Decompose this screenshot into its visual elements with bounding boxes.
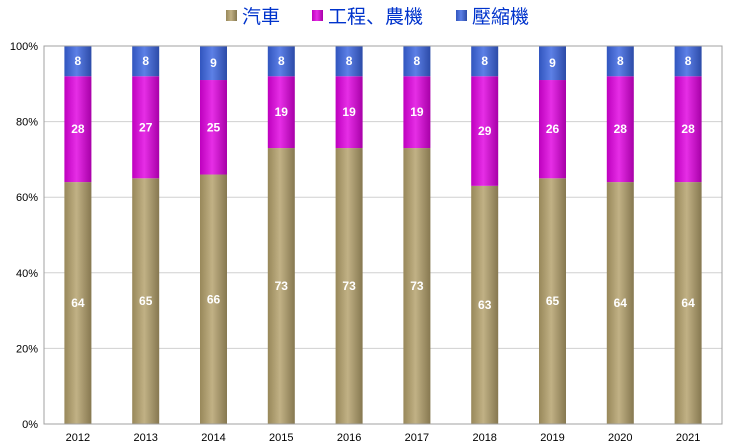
x-tick-label: 2021	[676, 432, 700, 444]
bar-segment	[200, 174, 227, 424]
data-label: 28	[614, 122, 628, 136]
bar-segment	[471, 185, 499, 424]
y-tick-label: 40%	[16, 268, 38, 280]
bar-segment	[267, 76, 295, 149]
bar-segment	[132, 178, 160, 424]
y-tick-label: 60%	[16, 192, 38, 204]
data-label: 19	[410, 105, 424, 119]
data-label: 8	[481, 54, 488, 68]
bars	[64, 46, 702, 424]
bar-segment	[606, 46, 634, 77]
plot-area-border	[43, 45, 723, 425]
bar-segment	[64, 182, 92, 424]
data-label: 19	[275, 105, 289, 119]
bar-segment	[606, 76, 634, 183]
bar-segment	[335, 76, 363, 149]
bar-segment	[403, 148, 431, 424]
data-label: 8	[142, 54, 149, 68]
data-label: 8	[414, 54, 421, 68]
x-tick-label: 2018	[472, 432, 496, 444]
data-label: 8	[75, 54, 82, 68]
bar-segment	[64, 76, 92, 183]
data-label: 73	[410, 279, 424, 293]
x-tick-label: 2013	[133, 432, 157, 444]
data-label: 64	[614, 296, 628, 310]
bar-segment	[539, 46, 566, 81]
legend: 汽車 工程、農機 壓縮機	[226, 6, 529, 28]
y-tick-label: 0%	[22, 419, 38, 431]
x-tick-label: 2016	[337, 432, 361, 444]
legend-label: 壓縮機	[472, 6, 529, 28]
data-label: 65	[139, 294, 153, 308]
bar-segment	[471, 46, 499, 77]
data-label: 28	[681, 122, 695, 136]
x-tick-label: 2014	[201, 432, 225, 444]
bar-segment	[200, 80, 227, 175]
bar-segment	[132, 76, 160, 179]
legend-swatch	[456, 10, 467, 21]
data-label: 26	[546, 122, 560, 136]
bar-segment	[64, 46, 92, 77]
bar-segment	[267, 46, 295, 77]
bar-segment	[335, 46, 363, 77]
axes: 0% 20% 40% 60% 80% 100% 2012 2013 2014 2015 2016 20…	[10, 41, 723, 444]
data-label: 8	[617, 54, 624, 68]
data-label: 29	[478, 124, 492, 138]
y-tick-label: 100%	[10, 41, 38, 53]
bar-segment	[674, 46, 702, 77]
data-label: 28	[71, 122, 85, 136]
data-label: 66	[207, 292, 221, 306]
x-tick-label: 2015	[269, 432, 293, 444]
bar-segment	[267, 148, 295, 424]
legend-label: 工程、農機	[328, 6, 423, 28]
legend-swatch	[312, 10, 323, 21]
data-label: 25	[207, 120, 221, 134]
data-label: 73	[342, 279, 356, 293]
data-label: 65	[546, 294, 560, 308]
data-label: 64	[71, 296, 85, 310]
bar-segment	[403, 46, 431, 77]
data-label: 9	[549, 56, 556, 70]
bar-segment	[403, 76, 431, 149]
bar-segment	[539, 80, 566, 179]
legend-label: 汽車	[242, 6, 280, 28]
bar-segment	[674, 76, 702, 183]
bar-segment	[335, 148, 363, 424]
data-label: 8	[685, 54, 692, 68]
y-tick-label: 20%	[16, 343, 38, 355]
data-label: 27	[139, 120, 153, 134]
bar-segment	[539, 178, 566, 424]
data-label: 19	[342, 105, 356, 119]
bar-segment	[200, 46, 227, 81]
y-tick-label: 80%	[16, 117, 38, 129]
data-label: 73	[275, 279, 289, 293]
bar-segment	[471, 76, 499, 186]
x-tick-label: 2017	[405, 432, 429, 444]
data-labels: 64 28 8 65 27 8 66 25 9 73 19 8 73 19 8 73 19 8 63 29 8 65 26 9…	[71, 54, 695, 312]
data-label: 63	[478, 298, 492, 312]
x-tick-label: 2012	[66, 432, 90, 444]
data-label: 64	[681, 296, 695, 310]
bar-segment	[674, 182, 702, 424]
bar-segment	[132, 46, 160, 77]
data-label: 8	[278, 54, 285, 68]
data-label: 9	[210, 56, 217, 70]
x-tick-label: 2020	[608, 432, 632, 444]
bar-segment	[606, 182, 634, 424]
legend-swatch	[226, 10, 237, 21]
data-label: 8	[346, 54, 353, 68]
x-tick-label: 2019	[540, 432, 564, 444]
